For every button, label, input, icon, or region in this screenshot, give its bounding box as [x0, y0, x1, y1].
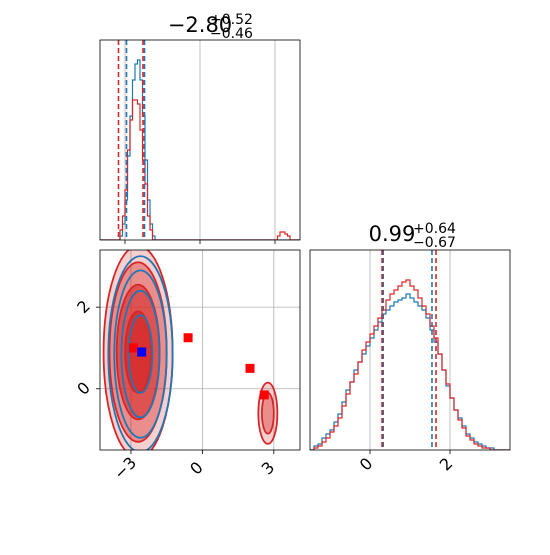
y-tick-label: 0 [73, 378, 94, 399]
x-tick-label: 0 [186, 458, 207, 479]
marker-2 [183, 333, 193, 343]
title-plus: +0.52 [210, 12, 253, 28]
title-minus: −0.67 [413, 235, 456, 251]
marker-1 [128, 343, 138, 353]
x-tick-label: −3 [110, 453, 140, 483]
y-ticks: 02 [73, 296, 100, 399]
panel-title-1: −2.80 [168, 13, 232, 37]
contour-2-mode-1-level-4 [127, 314, 154, 394]
x-tick-label: 2 [436, 454, 457, 475]
contour-panel: −3 0 3 02 [73, 249, 301, 483]
marker-4 [259, 390, 269, 400]
x-tick-label: 3 [258, 458, 279, 479]
contour-2-mode-1-level-3 [120, 289, 161, 419]
y-tick-label: 2 [73, 296, 94, 317]
x-tick-label: 0 [356, 454, 377, 475]
grid [369, 250, 451, 450]
hist-step-series-2 [310, 279, 510, 450]
contour-2-mode-1-level-2 [113, 269, 168, 439]
title-value: −2.80 [168, 13, 232, 37]
marker-5 [137, 347, 147, 357]
title-minus: −0.46 [210, 26, 253, 42]
grid [100, 250, 300, 450]
marker-3 [245, 363, 255, 373]
quantile-lines [117, 40, 146, 240]
title-value: 0.99 [369, 222, 416, 246]
hist-step-series-2 [100, 99, 300, 240]
contour-2-mode-1-level-1 [107, 255, 174, 450]
markers [128, 333, 269, 400]
hist-series [310, 279, 510, 450]
axes-frame [99, 249, 301, 451]
hist-series [100, 59, 300, 240]
hist-panel-1: −2.80 +0.52 −0.46 [99, 12, 301, 244]
panel-title-2: 0.99 [369, 222, 416, 246]
hist-step-series-1 [310, 293, 510, 450]
x-ticks [124, 240, 276, 244]
title-plus: +0.64 [413, 221, 456, 237]
quantile-lines [381, 250, 437, 450]
axes-frame [309, 249, 511, 451]
hist-step-series-1 [100, 59, 300, 240]
x-ticks: −3 0 3 [110, 450, 278, 483]
